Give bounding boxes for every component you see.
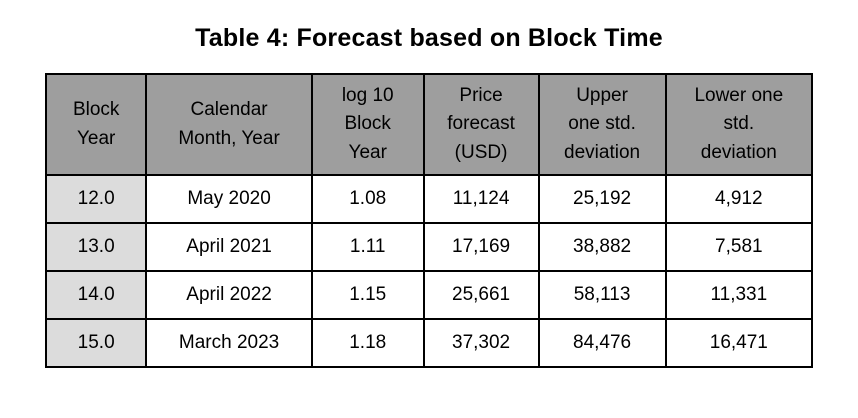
table-cell: 11,331	[664, 270, 814, 320]
table-cell: 1.08	[310, 174, 425, 224]
table-cell: 1.11	[310, 222, 425, 272]
column-header-price-forecast: Price forecast (USD)	[422, 73, 540, 176]
table-cell: 1.15	[310, 270, 425, 320]
table-row: 15.0 March 2023 1.18 37,302 84,476 16,47…	[44, 318, 814, 368]
page: Table 4: Forecast based on Block Time Bl…	[44, 24, 814, 368]
table-row: 12.0 May 2020 1.08 11,124 25,192 4,912	[44, 174, 814, 224]
table-row: 13.0 April 2021 1.11 17,169 38,882 7,581	[44, 222, 814, 272]
table-cell: 7,581	[664, 222, 814, 272]
table-cell: May 2020	[145, 174, 313, 224]
table-cell: 11,124	[422, 174, 540, 224]
table-cell: 12.0	[44, 174, 148, 224]
table-cell: 25,661	[422, 270, 540, 320]
table-row: 14.0 April 2022 1.15 25,661 58,113 11,33…	[44, 270, 814, 320]
table-cell: 16,471	[664, 318, 814, 368]
column-header-calendar-month: Calendar Month, Year	[145, 73, 313, 176]
forecast-table: Block Year Calendar Month, Year log 10 B…	[44, 73, 814, 368]
column-header-block-year: Block Year	[44, 73, 148, 176]
table-cell: April 2022	[145, 270, 313, 320]
table-cell: April 2021	[145, 222, 313, 272]
table-cell: 37,302	[422, 318, 540, 368]
table-cell: 58,113	[537, 270, 667, 320]
table-cell: 84,476	[537, 318, 667, 368]
table-cell: 15.0	[44, 318, 148, 368]
table-cell: 13.0	[44, 222, 148, 272]
table-cell: 25,192	[537, 174, 667, 224]
header-row: Block Year Calendar Month, Year log 10 B…	[44, 73, 814, 176]
column-header-upper-std-dev: Upper one std. deviation	[537, 73, 667, 176]
column-header-lower-std-dev: Lower one std. deviation	[664, 73, 814, 176]
table-cell: 17,169	[422, 222, 540, 272]
table-cell: 4,912	[664, 174, 814, 224]
table-cell: 38,882	[537, 222, 667, 272]
column-header-log10-block-year: log 10 Block Year	[310, 73, 425, 176]
table-cell: 14.0	[44, 270, 148, 320]
table-cell: March 2023	[145, 318, 313, 368]
table-cell: 1.18	[310, 318, 425, 368]
table-caption: Table 4: Forecast based on Block Time	[195, 24, 663, 52]
